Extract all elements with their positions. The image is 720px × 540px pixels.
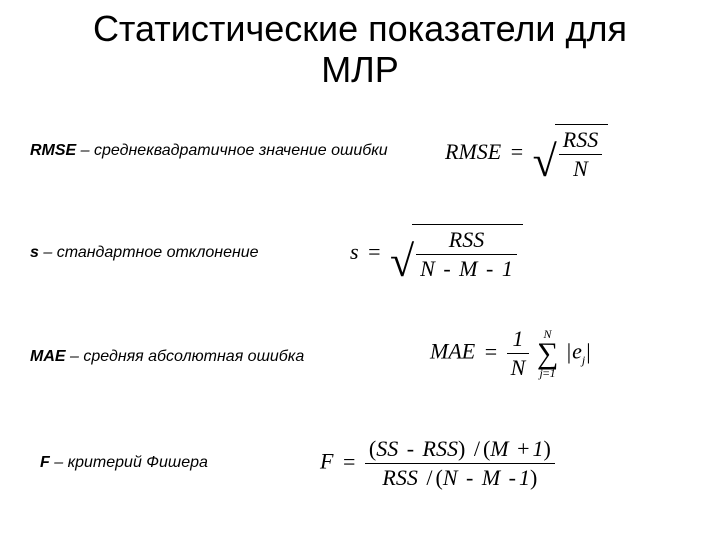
mae-abs-r: | bbox=[585, 339, 591, 364]
label-mae: MAE – средняя абсолютная ошибка bbox=[30, 348, 304, 366]
mae-sum-bot: j=1 bbox=[537, 367, 558, 379]
mae-lhs: MAE bbox=[430, 339, 475, 364]
slide-title: Статистические показатели для МЛР bbox=[0, 0, 720, 91]
term-mae: MAE bbox=[30, 348, 66, 365]
f-frac: (SS - RSS) /(M +1) RSS /(N - M -1) bbox=[365, 436, 555, 491]
rmse-lhs: RMSE bbox=[445, 139, 501, 164]
title-line-2: МЛР bbox=[321, 49, 399, 90]
sigma-icon: ∑ bbox=[537, 340, 558, 367]
formula-s: s = √ RSS N - M - 1 bbox=[350, 224, 523, 284]
formula-f: F = (SS - RSS) /(M +1) RSS /(N - M -1) bbox=[320, 436, 555, 491]
label-s: s – стандартное отклонение bbox=[30, 244, 259, 262]
s-radicand: RSS N - M - 1 bbox=[412, 224, 523, 284]
rmse-radicand: RSS N bbox=[555, 124, 608, 184]
rmse-sqrt: √ RSS N bbox=[533, 124, 609, 184]
label-f-rest: – критерий Фишера bbox=[50, 454, 208, 471]
s-den: N - M - 1 bbox=[416, 254, 517, 282]
s-den-minus2: - bbox=[483, 256, 496, 281]
f-den: RSS /(N - M -1) bbox=[365, 463, 555, 491]
mae-frac: 1 N bbox=[507, 326, 530, 381]
rmse-num: RSS bbox=[559, 127, 602, 154]
s-den-minus1: - bbox=[440, 256, 453, 281]
rmse-frac: RSS N bbox=[559, 127, 602, 182]
term-s: s bbox=[30, 244, 39, 261]
mae-e: e bbox=[572, 339, 582, 364]
label-f: F – критерий Фишера bbox=[40, 454, 208, 472]
term-f: F bbox=[40, 454, 50, 471]
s-num: RSS bbox=[416, 227, 517, 254]
title-line-1: Статистические показатели для bbox=[93, 8, 627, 49]
label-mae-rest: – средняя абсолютная ошибка bbox=[66, 348, 305, 365]
mae-den: N bbox=[507, 353, 530, 381]
rmse-eq: = bbox=[507, 139, 527, 164]
rmse-radical: √ bbox=[533, 140, 557, 184]
f-lhs: F bbox=[320, 449, 333, 474]
s-den-1: 1 bbox=[502, 256, 513, 281]
s-den-M: M bbox=[459, 256, 477, 281]
f-num: (SS - RSS) /(M +1) bbox=[365, 436, 555, 463]
mae-num: 1 bbox=[507, 326, 530, 353]
term-rmse: RMSE bbox=[30, 142, 76, 159]
mae-eq: = bbox=[481, 339, 501, 364]
label-s-rest: – стандартное отклонение bbox=[39, 244, 259, 261]
formula-mae: MAE = 1 N N ∑ j=1 |ej| bbox=[430, 326, 592, 381]
s-den-N: N bbox=[420, 256, 435, 281]
s-radical: √ bbox=[390, 240, 414, 284]
s-frac: RSS N - M - 1 bbox=[416, 227, 517, 282]
s-eq: = bbox=[364, 239, 384, 264]
s-sqrt: √ RSS N - M - 1 bbox=[390, 224, 523, 284]
rmse-den: N bbox=[559, 154, 602, 182]
f-eq: = bbox=[339, 449, 359, 474]
mae-sum: N ∑ j=1 bbox=[537, 328, 558, 379]
formula-rmse: RMSE = √ RSS N bbox=[445, 124, 608, 184]
label-rmse-rest: – среднеквадратичное значение ошибки bbox=[76, 142, 387, 159]
label-rmse: RMSE – среднеквадратичное значение ошибк… bbox=[30, 142, 388, 160]
s-lhs: s bbox=[350, 239, 359, 264]
